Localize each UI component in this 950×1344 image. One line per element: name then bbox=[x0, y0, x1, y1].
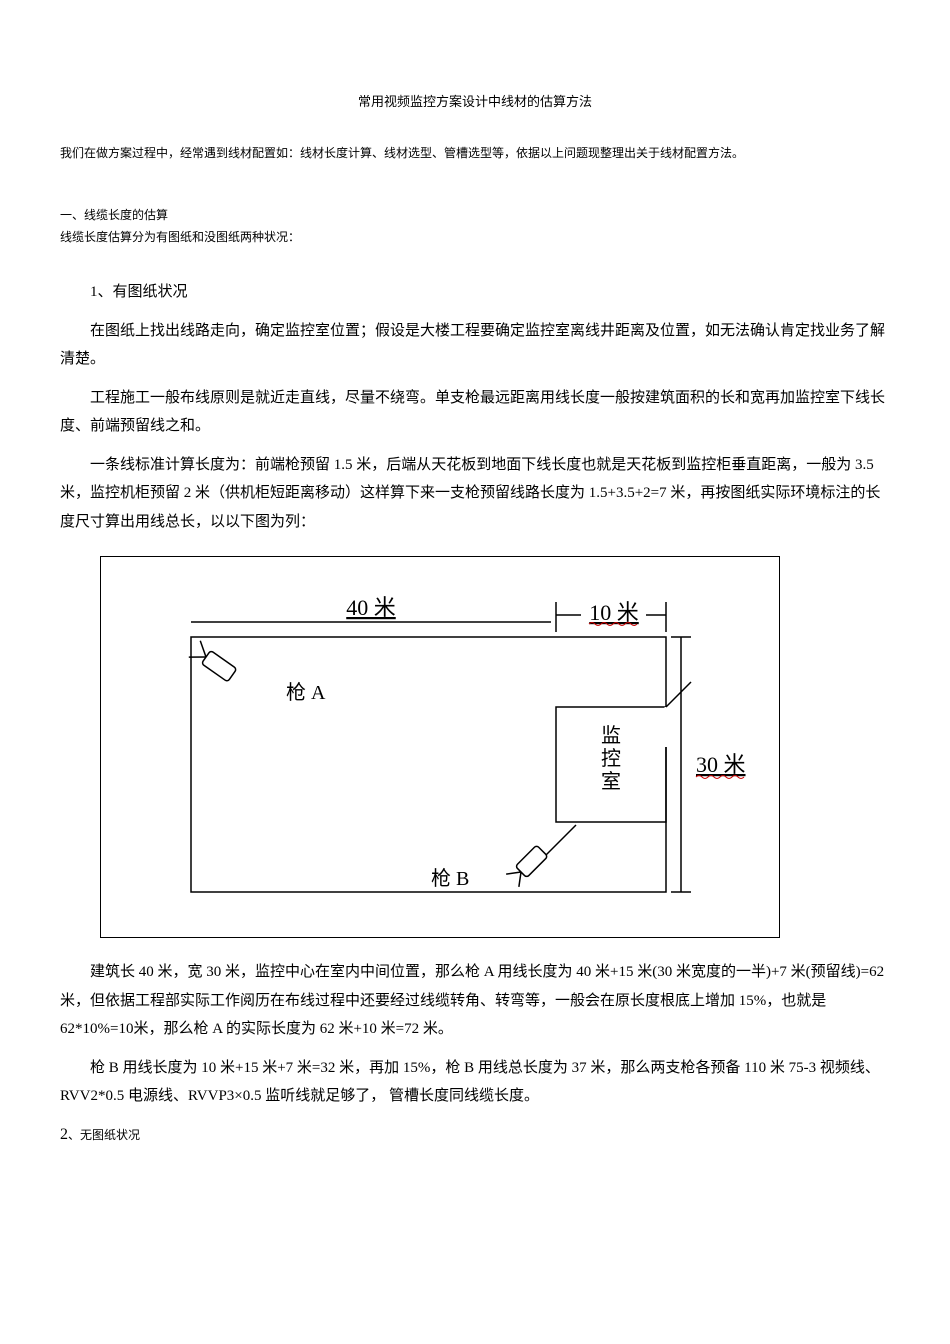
paragraph-1: 在图纸上找出线路走向，确定监控室位置；假设是大楼工程要确定监控室离线井距离及位置… bbox=[60, 317, 890, 374]
subsection-2-title: 、无图纸状况 bbox=[68, 1128, 140, 1142]
subsection-2-num: 2 bbox=[60, 1126, 68, 1143]
paragraph-5: 枪 B 用线长度为 10 米+15 米+7 米=32 米，再加 15%，枪 B … bbox=[60, 1054, 890, 1111]
paragraph-4: 建筑长 40 米，宽 30 米，监控中心在室内中间位置，那么枪 A 用线长度为 … bbox=[60, 958, 890, 1044]
label-camera-b: 枪 B bbox=[431, 867, 469, 890]
label-30m: 30 米 bbox=[696, 752, 746, 777]
subsection-1-title: 1、有图纸状况 bbox=[60, 278, 890, 307]
paragraph-2: 工程施工一般布线原则是就近走直线，尽量不绕弯。单支枪最远距离用线长度一般按建筑面… bbox=[60, 384, 890, 441]
camera-b-icon bbox=[506, 845, 548, 887]
subsection-2: 2、无图纸状况 bbox=[60, 1121, 890, 1150]
floor-plan-diagram: 40 米 10 米 监 控 室 枪 A bbox=[100, 556, 780, 938]
intro-paragraph: 我们在做方案过程中，经常遇到线材配置如：线材长度计算、线材选型、管槽选型等，依据… bbox=[60, 143, 890, 165]
camera-a-icon bbox=[189, 641, 238, 684]
label-40m: 40 米 bbox=[346, 595, 396, 620]
diagram-svg: 40 米 10 米 监 控 室 枪 A bbox=[121, 587, 761, 917]
paragraph-3: 一条线标准计算长度为：前端枪预留 1.5 米，后端从天花板到地面下线长度也就是天… bbox=[60, 451, 890, 537]
section-1-header: 一、线缆长度的估算 bbox=[60, 205, 890, 227]
label-camera-a: 枪 A bbox=[286, 681, 326, 704]
document-title: 常用视频监控方案设计中线材的估算方法 bbox=[60, 90, 890, 113]
label-10m: 10 米 bbox=[589, 600, 639, 625]
label-control-room-1: 监 bbox=[601, 724, 621, 747]
label-control-room-3: 室 bbox=[601, 770, 621, 793]
label-control-room-2: 控 bbox=[601, 747, 621, 770]
section-1-subtitle: 线缆长度估算分为有图纸和没图纸两种状况： bbox=[60, 227, 890, 249]
